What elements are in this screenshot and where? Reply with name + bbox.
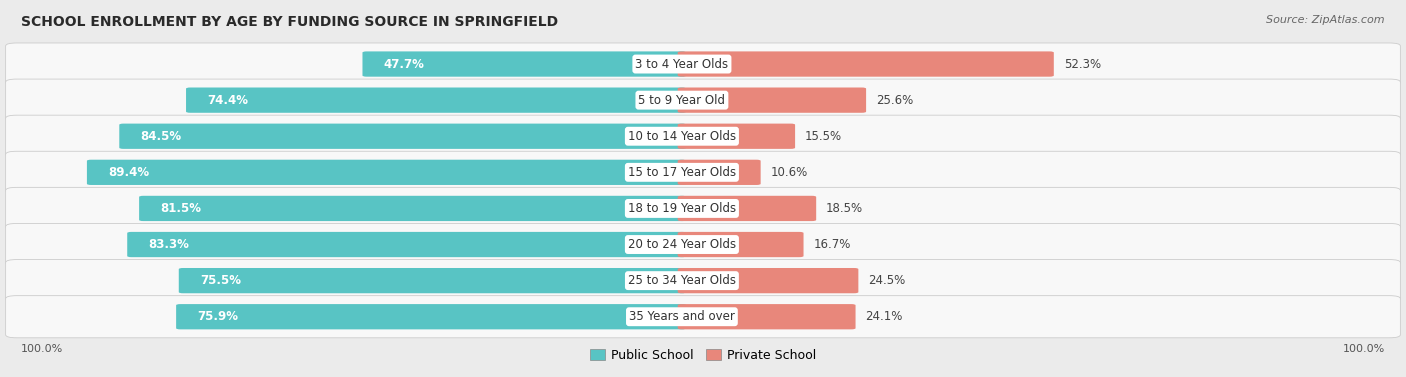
- Text: 18 to 19 Year Olds: 18 to 19 Year Olds: [628, 202, 735, 215]
- Text: 15 to 17 Year Olds: 15 to 17 Year Olds: [628, 166, 735, 179]
- FancyBboxPatch shape: [678, 232, 804, 257]
- Text: 75.9%: 75.9%: [197, 310, 238, 323]
- FancyBboxPatch shape: [678, 304, 855, 329]
- FancyBboxPatch shape: [186, 87, 686, 113]
- Text: 35 Years and over: 35 Years and over: [628, 310, 735, 323]
- FancyBboxPatch shape: [6, 224, 1400, 265]
- Text: 100.0%: 100.0%: [21, 344, 63, 354]
- Text: 25.6%: 25.6%: [876, 93, 912, 107]
- FancyBboxPatch shape: [678, 124, 796, 149]
- FancyBboxPatch shape: [87, 160, 686, 185]
- Text: 74.4%: 74.4%: [207, 93, 247, 107]
- Text: 100.0%: 100.0%: [1343, 344, 1385, 354]
- FancyBboxPatch shape: [6, 187, 1400, 230]
- Text: 18.5%: 18.5%: [827, 202, 863, 215]
- Text: 47.7%: 47.7%: [384, 58, 425, 70]
- FancyBboxPatch shape: [678, 51, 1054, 77]
- Text: 10.6%: 10.6%: [770, 166, 807, 179]
- Text: 16.7%: 16.7%: [813, 238, 851, 251]
- FancyBboxPatch shape: [139, 196, 686, 221]
- Text: SCHOOL ENROLLMENT BY AGE BY FUNDING SOURCE IN SPRINGFIELD: SCHOOL ENROLLMENT BY AGE BY FUNDING SOUR…: [21, 15, 558, 29]
- FancyBboxPatch shape: [678, 160, 761, 185]
- FancyBboxPatch shape: [120, 124, 686, 149]
- Text: 84.5%: 84.5%: [141, 130, 181, 143]
- Text: 81.5%: 81.5%: [160, 202, 201, 215]
- Text: 24.1%: 24.1%: [866, 310, 903, 323]
- FancyBboxPatch shape: [678, 196, 815, 221]
- Text: Source: ZipAtlas.com: Source: ZipAtlas.com: [1267, 15, 1385, 25]
- FancyBboxPatch shape: [678, 268, 858, 293]
- Text: 83.3%: 83.3%: [148, 238, 190, 251]
- Text: 5 to 9 Year Old: 5 to 9 Year Old: [638, 93, 725, 107]
- FancyBboxPatch shape: [6, 151, 1400, 193]
- Text: 10 to 14 Year Olds: 10 to 14 Year Olds: [628, 130, 735, 143]
- FancyBboxPatch shape: [678, 87, 866, 113]
- Text: 75.5%: 75.5%: [200, 274, 240, 287]
- FancyBboxPatch shape: [176, 304, 686, 329]
- Text: 20 to 24 Year Olds: 20 to 24 Year Olds: [628, 238, 735, 251]
- FancyBboxPatch shape: [6, 259, 1400, 302]
- Text: 52.3%: 52.3%: [1063, 58, 1101, 70]
- Text: 24.5%: 24.5%: [868, 274, 905, 287]
- FancyBboxPatch shape: [363, 51, 686, 77]
- FancyBboxPatch shape: [6, 79, 1400, 121]
- FancyBboxPatch shape: [127, 232, 686, 257]
- Text: 3 to 4 Year Olds: 3 to 4 Year Olds: [636, 58, 728, 70]
- Text: 25 to 34 Year Olds: 25 to 34 Year Olds: [628, 274, 735, 287]
- FancyBboxPatch shape: [6, 43, 1400, 85]
- FancyBboxPatch shape: [179, 268, 686, 293]
- Legend: Public School, Private School: Public School, Private School: [585, 344, 821, 367]
- Text: 15.5%: 15.5%: [806, 130, 842, 143]
- FancyBboxPatch shape: [6, 115, 1400, 157]
- FancyBboxPatch shape: [6, 296, 1400, 338]
- Text: 89.4%: 89.4%: [108, 166, 149, 179]
